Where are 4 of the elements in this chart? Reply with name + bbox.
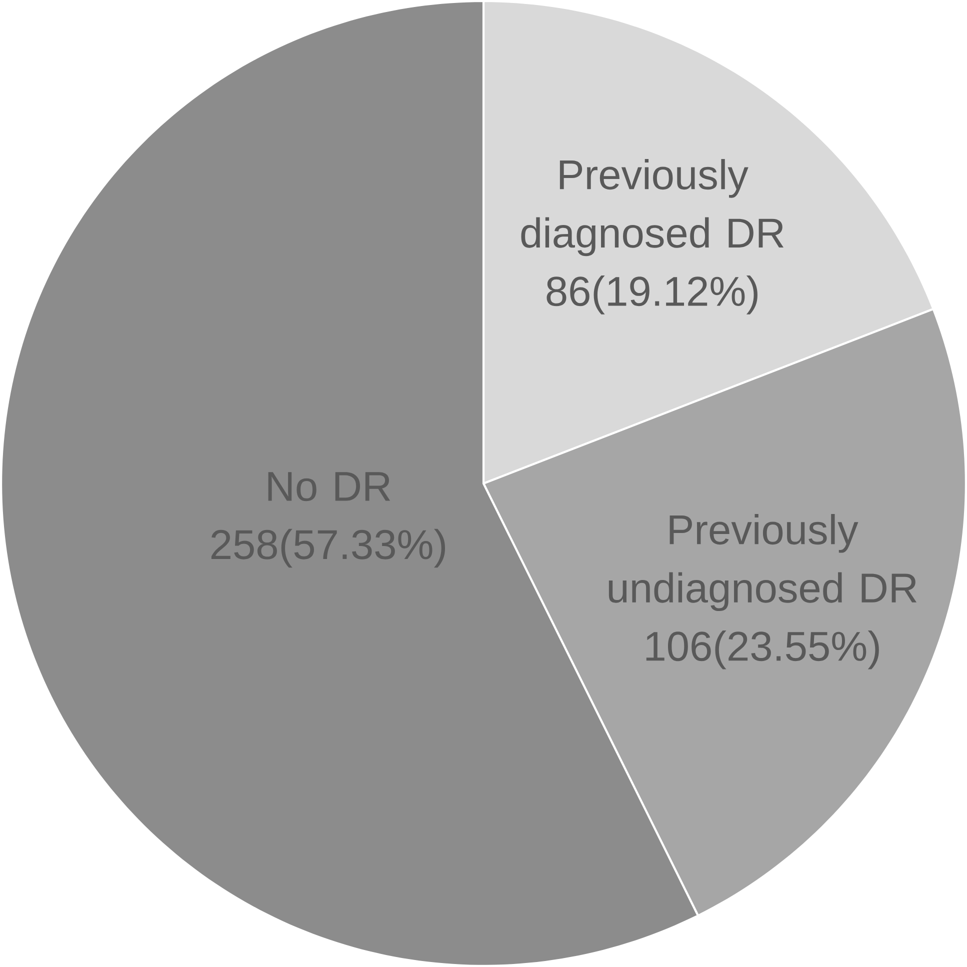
data-label: 106(23.55%): [646, 630, 879, 670]
slice-label: Previously diagnosed DR: [521, 159, 784, 256]
slice-label: Previously undiagnosed DR: [608, 514, 917, 612]
data-label: 86(19.12%): [546, 276, 758, 314]
